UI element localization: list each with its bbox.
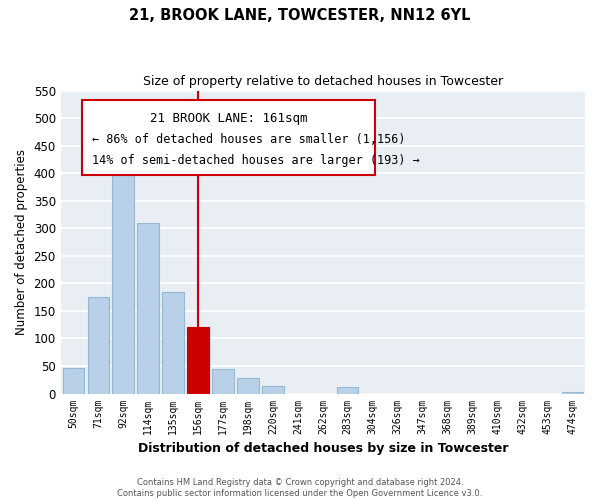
Bar: [88, 297, 109, 394]
Text: 14% of semi-detached houses are larger (193) →: 14% of semi-detached houses are larger (…: [92, 154, 420, 167]
Bar: [62, 368, 84, 394]
Bar: [212, 369, 233, 394]
Bar: [262, 386, 284, 394]
Bar: [163, 292, 184, 394]
Bar: [187, 328, 209, 394]
Bar: [238, 378, 259, 394]
FancyBboxPatch shape: [82, 100, 375, 176]
Bar: [112, 162, 134, 394]
Title: Size of property relative to detached houses in Towcester: Size of property relative to detached ho…: [143, 75, 503, 88]
X-axis label: Distribution of detached houses by size in Towcester: Distribution of detached houses by size …: [137, 442, 508, 455]
Text: ← 86% of detached houses are smaller (1,156): ← 86% of detached houses are smaller (1,…: [92, 133, 406, 146]
Bar: [337, 388, 358, 394]
Bar: [562, 392, 583, 394]
Text: 21, BROOK LANE, TOWCESTER, NN12 6YL: 21, BROOK LANE, TOWCESTER, NN12 6YL: [129, 8, 471, 22]
Y-axis label: Number of detached properties: Number of detached properties: [15, 149, 28, 335]
Bar: [137, 223, 158, 394]
Text: Contains HM Land Registry data © Crown copyright and database right 2024.
Contai: Contains HM Land Registry data © Crown c…: [118, 478, 482, 498]
Text: 21 BROOK LANE: 161sqm: 21 BROOK LANE: 161sqm: [150, 112, 307, 125]
